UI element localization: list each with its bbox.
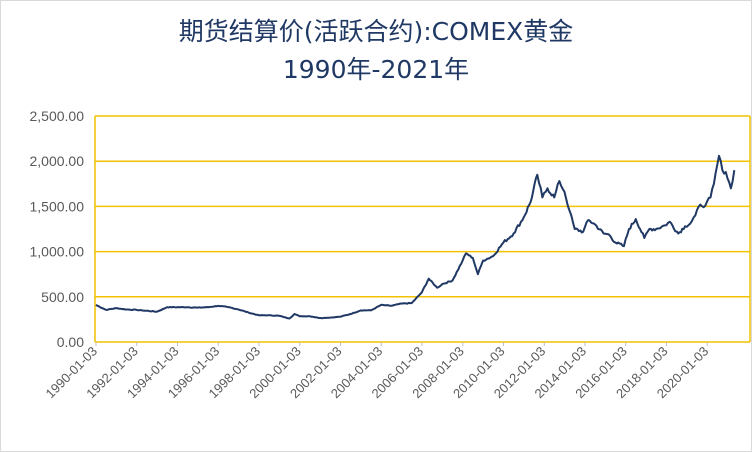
y-tick-label: 0.00	[57, 334, 84, 350]
y-tick-label: 2,000.00	[30, 153, 85, 169]
chart-title: 期货结算价(活跃合约):COMEX黄金	[178, 17, 574, 46]
y-tick-label: 1,500.00	[30, 198, 85, 214]
y-tick-label: 1,000.00	[30, 244, 85, 260]
series-lines	[95, 154, 736, 320]
y-tick-label: 2,500.00	[30, 108, 85, 124]
y-axis-ticks: 0.00 500.00 1,000.00 1,500.00 2,000.00 2,500.…	[30, 108, 85, 350]
chart-subtitle: 1990年-2021年	[282, 55, 470, 84]
y-tick-label: 500.00	[41, 289, 84, 305]
x-axis-ticks: 1990-01-031992-01-031994-01-031996-01-03…	[42, 342, 711, 401]
series-line	[95, 154, 736, 320]
